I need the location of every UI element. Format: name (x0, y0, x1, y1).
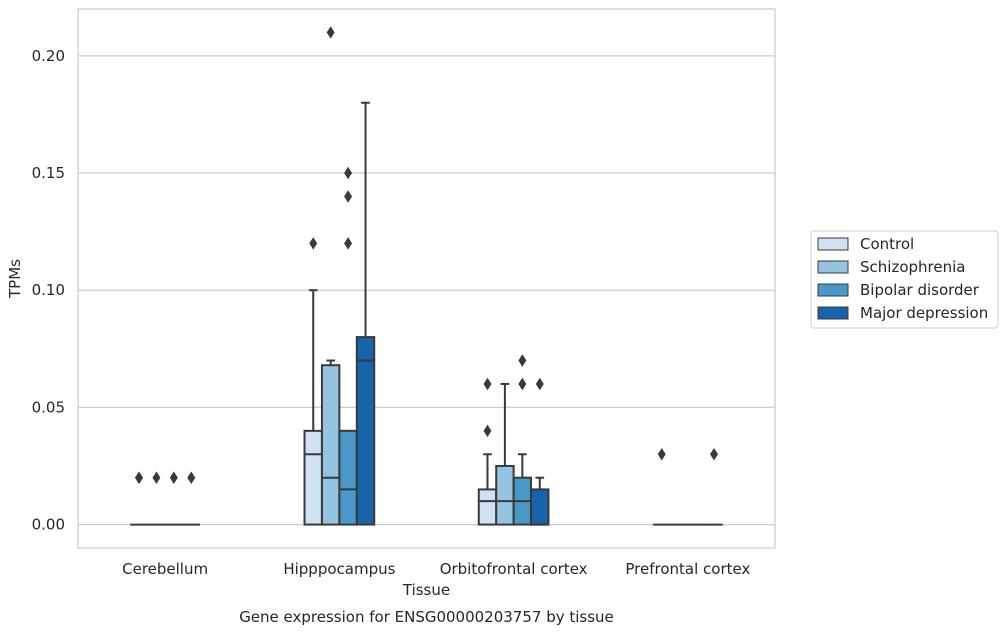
outlier-point (535, 377, 544, 391)
box-control (653, 448, 671, 526)
box-bipolar-disorder (165, 471, 183, 526)
box-major-depression (530, 377, 550, 526)
x-tick-label: Cerebellum (122, 560, 208, 578)
box-control (130, 471, 148, 526)
box-control (477, 377, 498, 526)
outlier-point (518, 354, 527, 367)
outlier-point (187, 471, 196, 484)
legend-swatch (817, 283, 849, 297)
legend-swatch (817, 237, 849, 251)
box-major-depression (182, 471, 200, 526)
box-bipolar-disorder (338, 166, 358, 526)
box (320, 364, 341, 526)
y-axis-title: TPMs (6, 259, 24, 299)
legend-label: Control (860, 235, 914, 253)
x-tick-label: Prefrontal cortex (625, 560, 750, 578)
x-tick-label: Hipppocampus (283, 560, 395, 578)
outlier-point (657, 448, 666, 461)
legend: Control Schizophrenia Bipolar disorder Majo… (810, 230, 999, 329)
outlier-point (518, 377, 527, 391)
outlier-point (710, 448, 718, 461)
y-tick-labels: 0.00 0.05 0.10 0.15 0.20 (32, 47, 65, 534)
box (303, 429, 323, 526)
box-layer (130, 26, 723, 526)
chart-title: Gene expression for ENSG00000203757 by t… (239, 608, 614, 626)
box (477, 488, 498, 526)
y-tick-label: 0.05 (32, 398, 65, 416)
outlier-point (169, 471, 178, 484)
outlier-point (344, 190, 353, 203)
box (495, 464, 515, 526)
y-tick-label: 0.00 (32, 516, 65, 534)
grid-layer (78, 55, 775, 526)
box-major-depression (355, 101, 376, 526)
x-axis-title: Tissue (402, 581, 450, 599)
legend-label: Major depression (860, 304, 988, 322)
legend-label: Bipolar disorder (860, 281, 980, 299)
box (530, 488, 550, 526)
outlier-point (344, 237, 353, 250)
outlier-point (483, 377, 492, 391)
plot-frame (77, 8, 776, 549)
outlier-point (135, 471, 143, 484)
outlier-point (483, 424, 492, 438)
box-schizophrenia (320, 26, 341, 526)
x-tick-label: Orbitofrontal cortex (440, 560, 588, 578)
legend-frame (810, 230, 999, 329)
y-tick-label: 0.15 (32, 164, 65, 182)
box-major-depression (705, 448, 723, 526)
outlier-point (326, 26, 335, 39)
box-bipolar-disorder (512, 354, 533, 526)
outlier-point (344, 166, 353, 180)
x-tick-labels: Cerebellum Hipppocampus Orbitofrontal cort… (122, 560, 750, 578)
y-tick-label: 0.10 (32, 281, 65, 299)
legend-label: Schizophrenia (860, 258, 965, 276)
outlier-point (309, 237, 318, 250)
legend-swatch (817, 260, 849, 274)
box (338, 429, 358, 526)
outlier-point (152, 471, 161, 484)
y-tick-label: 0.20 (32, 47, 65, 65)
box-schizophrenia (147, 471, 166, 526)
box-schizophrenia (495, 382, 515, 526)
box-control (303, 237, 323, 526)
legend-swatch (817, 306, 849, 320)
box (355, 336, 376, 526)
